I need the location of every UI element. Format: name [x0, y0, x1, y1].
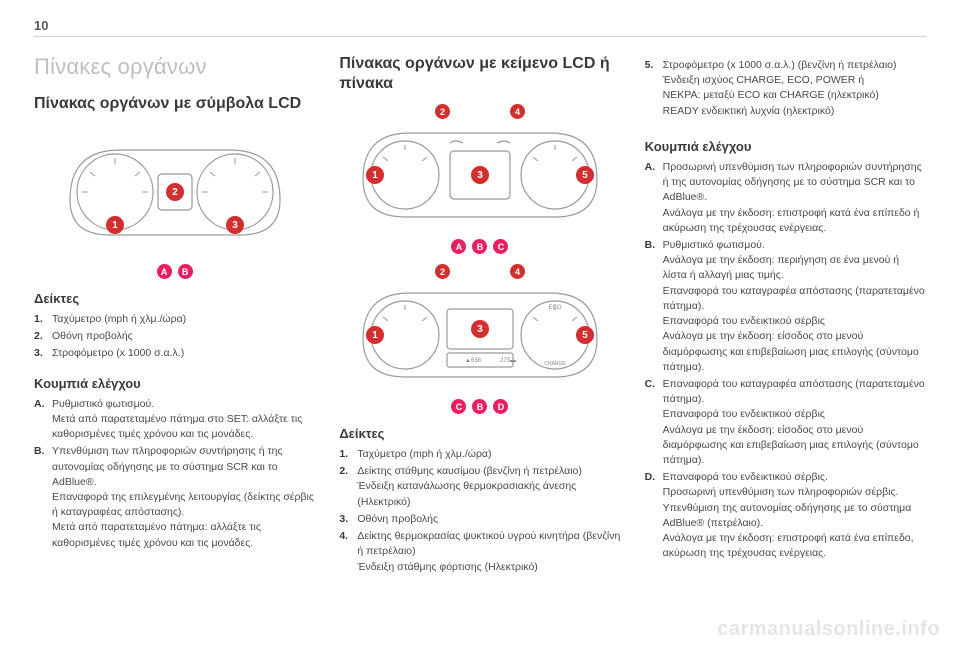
list-item: 2.Οθόνη προβολής — [34, 329, 315, 344]
svg-text:3: 3 — [477, 170, 483, 181]
text: Ταχύμετρο (mph ή χλμ./ώρα) — [357, 447, 620, 462]
list-item: 5.Στροφόμετρο (x 1000 σ.α.λ.) (βενζίνη ή… — [645, 58, 926, 119]
svg-text:3: 3 — [477, 324, 483, 335]
col3-item5: 5.Στροφόμετρο (x 1000 σ.α.λ.) (βενζίνη ή… — [645, 58, 926, 121]
badge-b: B — [178, 264, 193, 279]
text: Επαναφορά του ενδεικτικού σέρβις. Προσωρ… — [663, 470, 926, 561]
svg-text:1: 1 — [112, 220, 118, 231]
text: Ρυθμιστικό φωτισμού. Μετά από παρατεταμέ… — [52, 397, 315, 443]
marker: 3. — [34, 346, 52, 361]
col1-controls-heading: Κουμπιά ελέγχου — [34, 376, 315, 391]
columns: Πίνακες οργάνων Πίνακας οργάνων με σύμβο… — [34, 54, 926, 631]
svg-text:2: 2 — [172, 187, 178, 198]
svg-text:5: 5 — [582, 170, 588, 181]
list-item: C.Επαναφορά του καταγραφέα απόστασης (πα… — [645, 377, 926, 468]
svg-text:273▬: 273▬ — [500, 358, 516, 364]
col1-indicators-heading: Δείκτες — [34, 291, 315, 306]
badge-2: 2 — [435, 264, 450, 279]
badge-a: A — [157, 264, 172, 279]
cluster-upper-bottom-badges: A B C — [339, 239, 620, 254]
col1-indicators-list: 1.Ταχύμετρο (mph ή χλμ./ώρα) 2.Οθόνη προ… — [34, 312, 315, 364]
column-1: Πίνακες οργάνων Πίνακας οργάνων με σύμβο… — [34, 54, 315, 631]
marker: 5. — [645, 58, 663, 119]
badge-d: D — [493, 399, 508, 414]
list-item: A.Προσωρινή υπενθύμιση των πληροφοριών σ… — [645, 160, 926, 236]
text: Προσωρινή υπενθύμιση των πληροφοριών συν… — [663, 160, 926, 236]
badge-b: B — [472, 239, 487, 254]
list-item: 1.Ταχύμετρο (mph ή χλμ./ώρα) — [34, 312, 315, 327]
section-title: Πίνακες οργάνων — [34, 54, 315, 80]
cluster-lower-bottom-badges: C B D — [339, 399, 620, 414]
column-2: Πίνακας οργάνων με κείμενο LCD ή πίνακα … — [339, 54, 620, 631]
marker: D. — [645, 470, 663, 561]
text: Δείκτης στάθμης καυσίμου (βενζίνη ή πετρ… — [357, 464, 620, 510]
cluster-text-lcd: 2 4 1 — [339, 104, 620, 254]
marker: B. — [34, 444, 52, 551]
list-item: B.Υπενθύμιση των πληροφοριών συντήρησης … — [34, 444, 315, 551]
list-item: 4.Δείκτης θερμοκρασίας ψυκτικού υγρού κι… — [339, 529, 620, 575]
col3-controls-list: A.Προσωρινή υπενθύμιση των πληροφοριών σ… — [645, 160, 926, 564]
text: Οθόνη προβολής — [357, 512, 620, 527]
text: Οθόνη προβολής — [52, 329, 315, 344]
marker: 1. — [34, 312, 52, 327]
text: Ρυθμιστικό φωτισμού. Ανάλογα με την έκδο… — [663, 238, 926, 375]
marker: A. — [645, 160, 663, 236]
badge-a: A — [451, 239, 466, 254]
svg-text:3: 3 — [232, 220, 238, 231]
col1-controls-list: A.Ρυθμιστικό φωτισμού. Μετά από παρατετα… — [34, 397, 315, 553]
cluster1-bottom-badges: A B — [34, 264, 315, 279]
col2-indicators-list: 1.Ταχύμετρο (mph ή χλμ./ώρα) 2.Δείκτης σ… — [339, 447, 620, 577]
svg-text:1: 1 — [372, 170, 378, 181]
marker: 3. — [339, 512, 357, 527]
list-item: 3.Στροφόμετρο (x 1000 σ.α.λ.) — [34, 346, 315, 361]
text: Υπενθύμιση των πληροφοριών συντήρησης ή … — [52, 444, 315, 551]
text: Στροφόμετρο (x 1000 σ.α.λ.) (βενζίνη ή π… — [663, 58, 926, 119]
svg-text:1: 1 — [372, 330, 378, 341]
col1-heading: Πίνακας οργάνων με σύμβολα LCD — [34, 94, 315, 114]
cluster-matrix: 2 4 ECO CHARGE — [339, 264, 620, 414]
badge-2: 2 — [435, 104, 450, 119]
marker: A. — [34, 397, 52, 443]
marker: C. — [645, 377, 663, 468]
marker: B. — [645, 238, 663, 375]
list-item: 2.Δείκτης στάθμης καυσίμου (βενζίνη ή πε… — [339, 464, 620, 510]
marker: 2. — [34, 329, 52, 344]
marker: 1. — [339, 447, 357, 462]
text: Δείκτης θερμοκρασίας ψυκτικού υγρού κινη… — [357, 529, 620, 575]
list-item: 3.Οθόνη προβολής — [339, 512, 620, 527]
badge-c: C — [451, 399, 466, 414]
marker: 4. — [339, 529, 357, 575]
badge-b: B — [472, 399, 487, 414]
eco-label: ECO — [548, 305, 561, 311]
column-3: 5.Στροφόμετρο (x 1000 σ.α.λ.) (βενζίνη ή… — [645, 54, 926, 631]
svg-text:▲638: ▲638 — [465, 358, 482, 364]
col2-indicators-heading: Δείκτες — [339, 426, 620, 441]
list-item: D.Επαναφορά του ενδεικτικού σέρβις. Προσ… — [645, 470, 926, 561]
badge-4: 4 — [510, 264, 525, 279]
badge-4: 4 — [510, 104, 525, 119]
charge-label: CHARGE — [544, 361, 566, 367]
text: Ταχύμετρο (mph ή χλμ./ώρα) — [52, 312, 315, 327]
col2-heading: Πίνακας οργάνων με κείμενο LCD ή πίνακα — [339, 54, 620, 94]
list-item: 1.Ταχύμετρο (mph ή χλμ./ώρα) — [339, 447, 620, 462]
col3-controls-heading: Κουμπιά ελέγχου — [645, 139, 926, 154]
top-rule — [34, 36, 926, 37]
watermark: carmanualsonline.info — [717, 618, 940, 641]
badge-c: C — [493, 239, 508, 254]
marker: 2. — [339, 464, 357, 510]
list-item: A.Ρυθμιστικό φωτισμού. Μετά από παρατετα… — [34, 397, 315, 443]
text: Επαναφορά του καταγραφέα απόστασης (παρα… — [663, 377, 926, 468]
text: Στροφόμετρο (x 1000 σ.α.λ.) — [52, 346, 315, 361]
cluster-lcd-symbols: 1 2 3 — [60, 130, 290, 250]
page-number: 10 — [34, 18, 48, 33]
svg-text:5: 5 — [582, 330, 588, 341]
list-item: B.Ρυθμιστικό φωτισμού. Ανάλογα με την έκ… — [645, 238, 926, 375]
